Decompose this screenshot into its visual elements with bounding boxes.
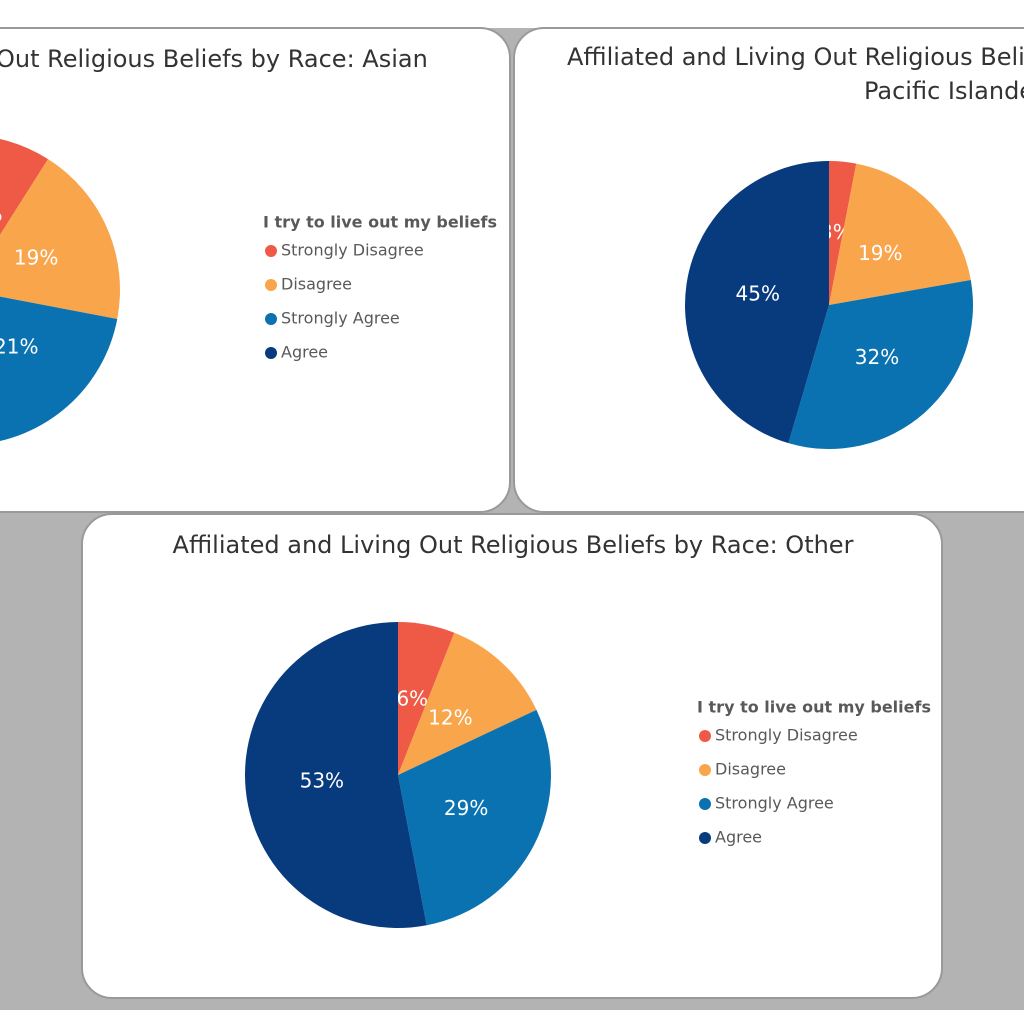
legend-marker xyxy=(699,832,711,844)
legend-label: Disagree xyxy=(281,275,352,294)
legend-label: Strongly Disagree xyxy=(715,726,858,745)
data-label: 45% xyxy=(736,281,780,305)
chart: Affiliated and Living Out Religious Beli… xyxy=(173,531,931,928)
chart-title: Pacific Islander xyxy=(864,77,1024,105)
data-label: 9% xyxy=(0,202,2,226)
pie-slice xyxy=(0,159,120,320)
legend-marker xyxy=(265,279,277,291)
legend-title: I try to live out my beliefs xyxy=(263,213,497,232)
legend-marker xyxy=(699,730,711,742)
pie-slice xyxy=(788,279,973,449)
legend-marker xyxy=(265,313,277,325)
data-label: 6% xyxy=(396,686,428,710)
legend-label: Disagree xyxy=(715,760,786,779)
legend-marker xyxy=(265,347,277,359)
legend-label: Strongly Disagree xyxy=(281,241,424,260)
chart-title: Out Religious Beliefs by Race: Asian xyxy=(0,45,428,73)
pie-slice xyxy=(0,290,118,445)
pie-slice xyxy=(685,161,829,444)
legend-label: Strongly Agree xyxy=(281,309,400,328)
pie-slice xyxy=(245,622,427,928)
chart-title: Affiliated and Living Out Religious Beli… xyxy=(567,43,1024,71)
legend-marker xyxy=(699,764,711,776)
pie-slice xyxy=(398,622,455,775)
pie-slice xyxy=(0,135,49,290)
pie-slice xyxy=(829,161,857,305)
data-label: 29% xyxy=(444,796,488,820)
data-label: 12% xyxy=(428,706,472,730)
data-label: 19% xyxy=(858,241,902,265)
legend-label: Strongly Agree xyxy=(715,794,834,813)
pie-slice xyxy=(398,709,551,926)
pie-slice xyxy=(829,163,971,305)
data-label: 19% xyxy=(14,246,58,270)
data-label: 53% xyxy=(300,769,344,793)
chart-title: Affiliated and Living Out Religious Beli… xyxy=(173,531,854,559)
legend-marker xyxy=(265,245,277,257)
legend-label: Agree xyxy=(281,343,328,362)
chart: Affiliated and Living Out Religious Beli… xyxy=(567,43,1024,449)
chart: Out Religious Beliefs by Race: Asian 9% 19… xyxy=(0,45,497,445)
legend-title: I try to live out my beliefs xyxy=(697,698,931,717)
data-label: 32% xyxy=(855,345,899,369)
legend-label: Agree xyxy=(715,828,762,847)
panel xyxy=(0,27,511,513)
data-label: 21% xyxy=(0,335,38,359)
legend-marker xyxy=(699,798,711,810)
pie-slice xyxy=(398,632,537,775)
